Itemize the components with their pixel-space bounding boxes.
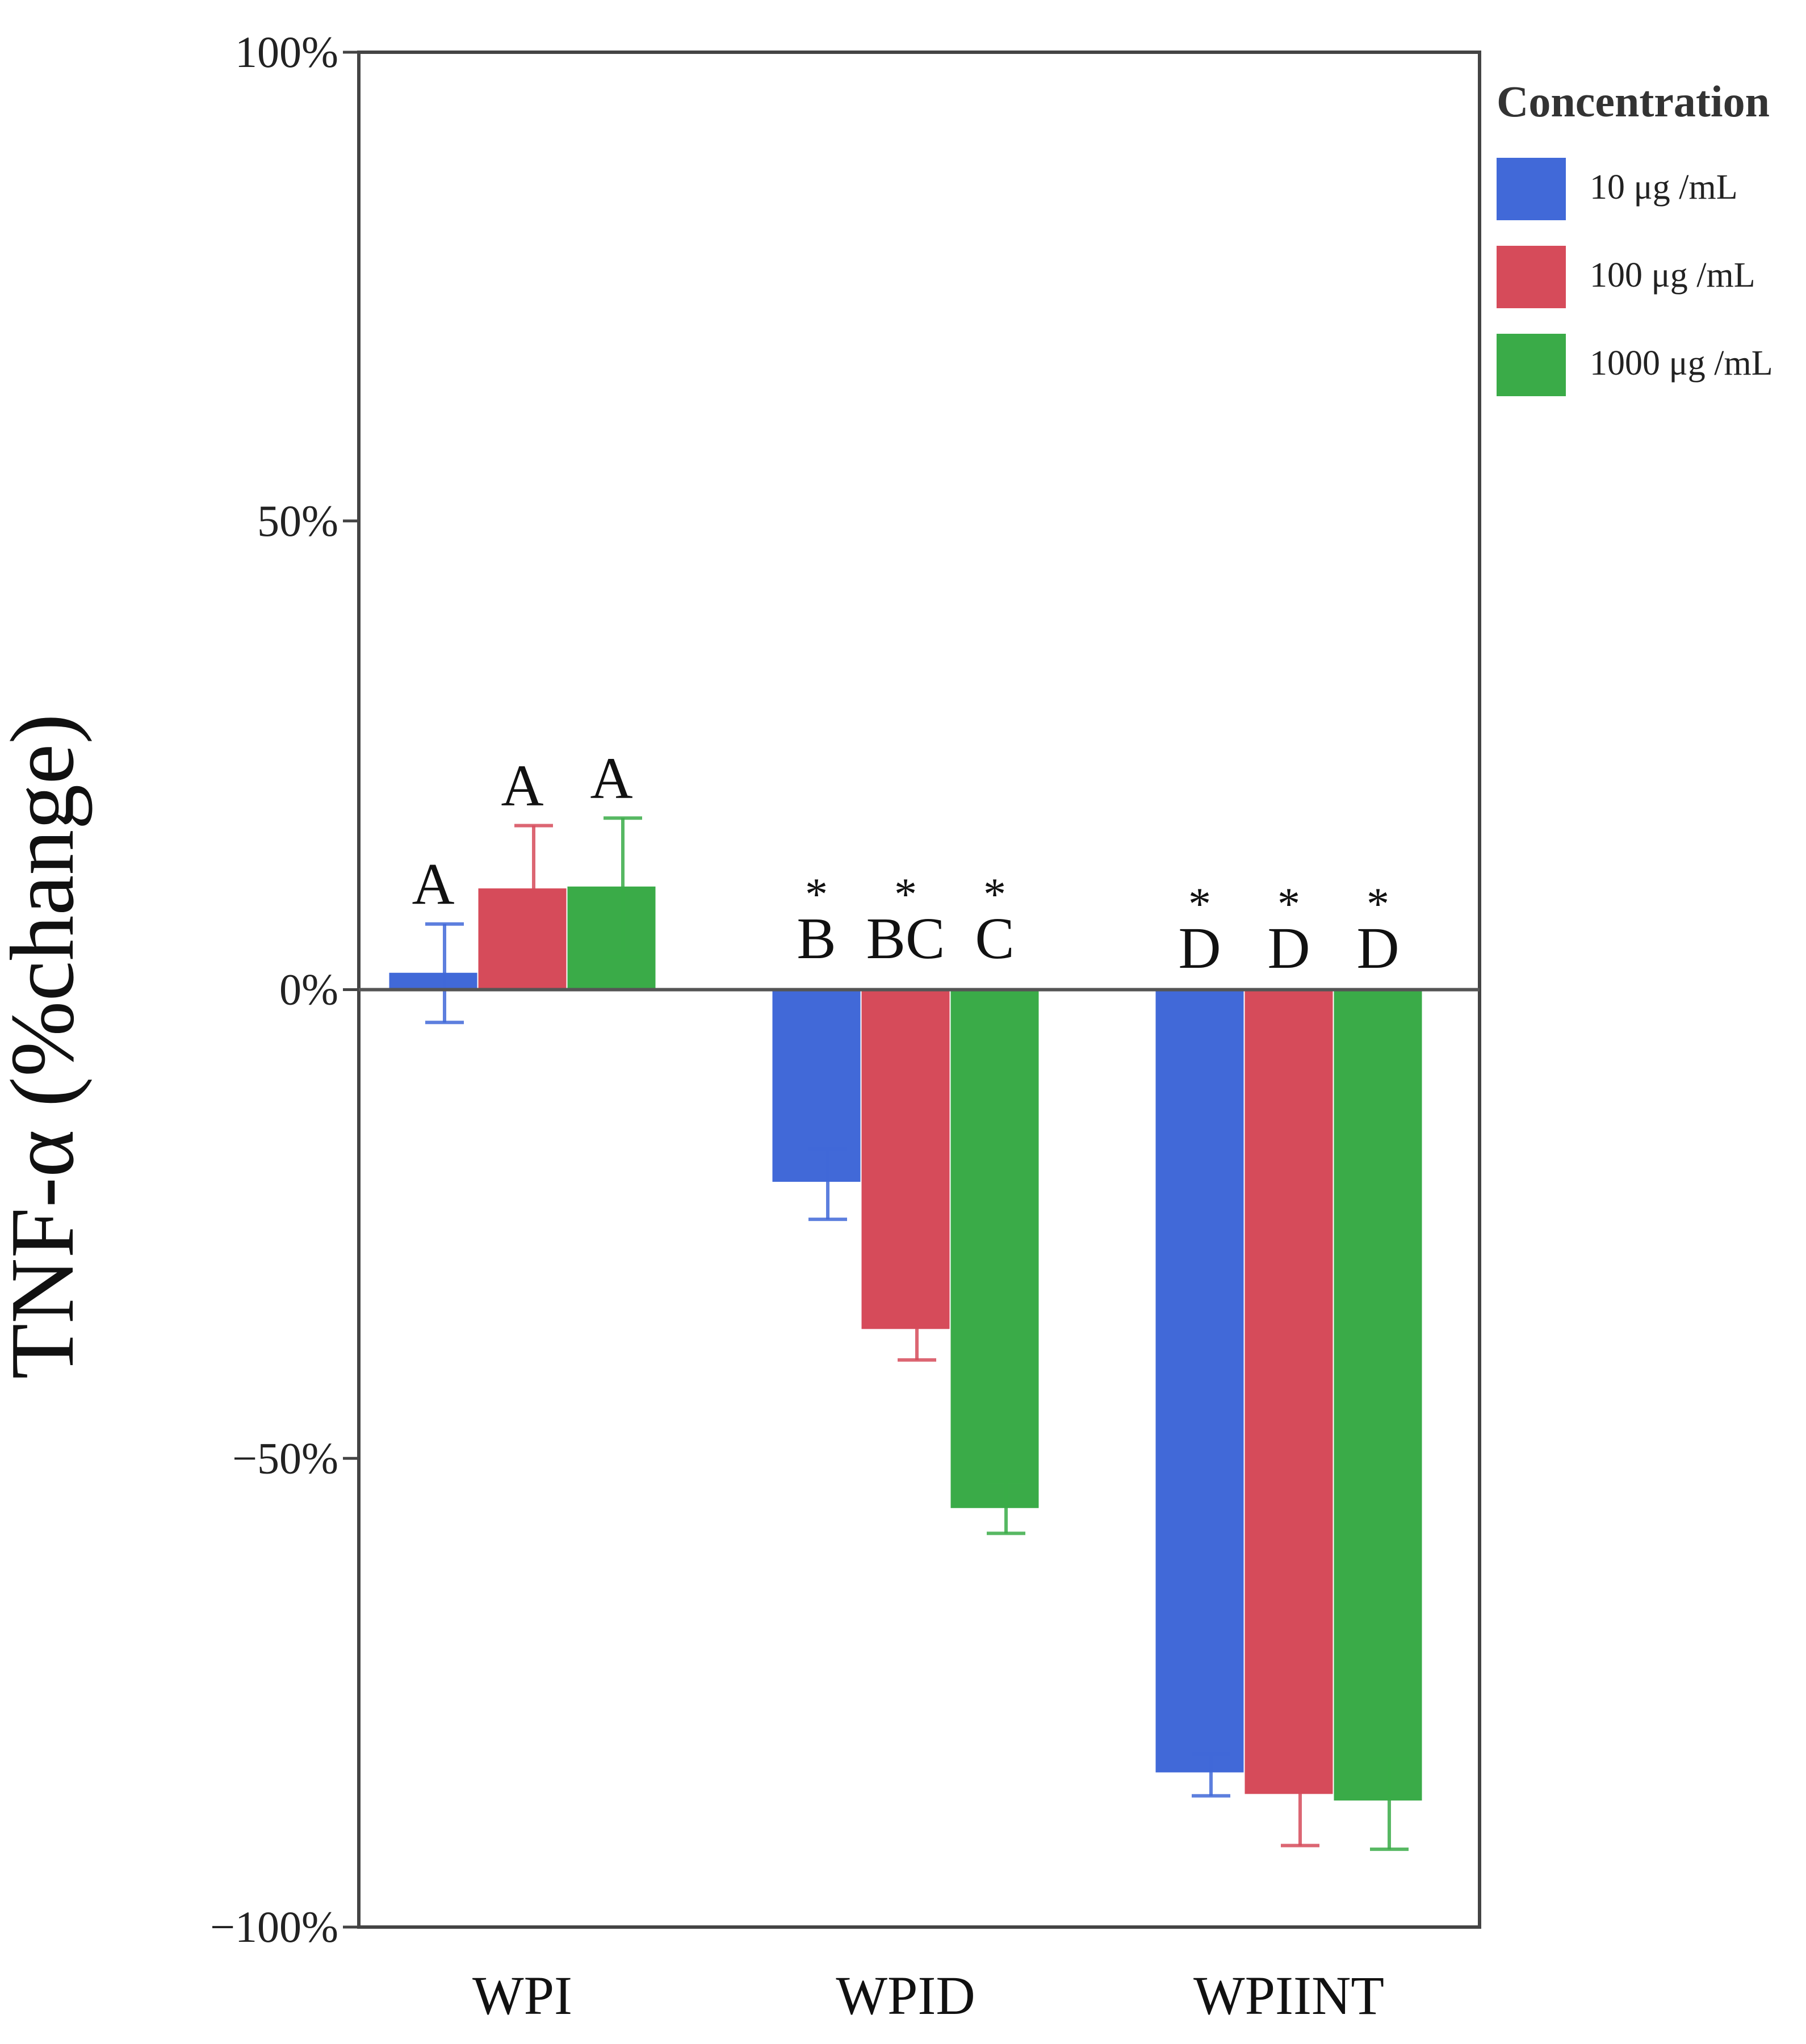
bar [1244,989,1333,1794]
significance-letter: A [590,745,632,811]
significance-letter: C [975,906,1014,971]
x-axis-category-labels: WPI WPID WPIINT [472,1965,1384,2026]
y-tick-label: 0% [279,965,338,1014]
bar [389,972,477,990]
significance-letter: B [797,906,836,971]
significance-letter: A [501,753,543,818]
significance-letter: D [1356,916,1399,981]
x-category-label: WPI [472,1965,572,2026]
error-bar [425,922,464,1025]
y-tick-label: 50% [257,496,338,545]
significance-star: * [894,870,917,920]
bar [567,886,656,990]
error-bar [1281,1744,1319,1848]
bar [1155,989,1244,1773]
legend-swatch [1497,246,1566,308]
bars [389,816,1422,1851]
significance-letter: D [1178,916,1221,981]
significance-star: * [1188,879,1211,929]
error-bar [604,816,642,959]
error-bar [987,1480,1025,1535]
bar [950,989,1039,1508]
significance-annotations: AA AB*BC*C*D*D*D* [412,745,1399,981]
bar [772,989,861,1182]
legend-title: Concentration [1497,77,1770,126]
significance-letter: A [412,851,454,917]
x-category-label: WPIINT [1193,1965,1384,2026]
legend-entry-label: 1000 μg /mL [1590,344,1773,383]
error-bar [898,1297,936,1362]
legend-entry-label: 10 μg /mL [1590,168,1738,207]
error-bar [1370,1756,1409,1851]
error-bar [1192,1752,1230,1798]
legend-swatch [1497,334,1566,396]
y-axis-ticks: 100% 50% 0% −50% −100% [210,27,359,1951]
y-tick-label: −100% [210,1902,338,1951]
significance-star: * [805,870,828,920]
error-bar [514,824,553,956]
y-axis-label: TNF-α (%change) [0,713,93,1379]
significance-star: * [1367,879,1389,929]
significance-letter: D [1267,916,1310,981]
significance-star: * [1277,879,1300,929]
y-tick-label: −50% [232,1433,338,1483]
bar [478,888,567,990]
bar [1334,989,1422,1801]
significance-letter: BC [866,906,945,971]
legend-entry-label: 100 μg /mL [1590,256,1755,295]
error-bar [808,1147,847,1222]
y-tick-label: 100% [235,27,338,77]
x-category-label: WPID [836,1965,975,2026]
significance-star: * [983,870,1006,920]
bar [861,989,950,1329]
legend: Concentration 10 μg /mL 100 μg /mL 1000 μg… [1497,77,1773,396]
legend-swatch [1497,158,1566,220]
